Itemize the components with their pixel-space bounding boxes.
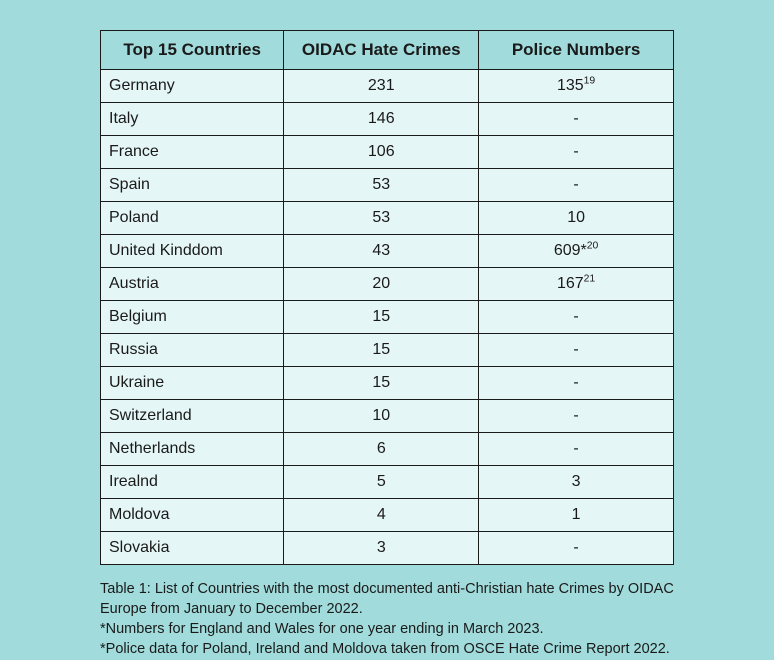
cell-police-numbers: 10: [479, 201, 674, 234]
table-row: Netherlands6 -: [101, 432, 674, 465]
cell-hate-crimes: 146: [284, 102, 479, 135]
table-row: Austria2016721: [101, 267, 674, 300]
cell-hate-crimes: 106: [284, 135, 479, 168]
cell-police-numbers: -: [479, 333, 674, 366]
cell-hate-crimes: 20: [284, 267, 479, 300]
police-value: -: [573, 110, 578, 127]
cell-police-numbers: 13519: [479, 69, 674, 102]
cell-police-numbers: 609*20: [479, 234, 674, 267]
cell-country: Poland: [101, 201, 284, 234]
table-row: Germany23113519: [101, 69, 674, 102]
cell-country: Moldova: [101, 498, 284, 531]
police-superscript: 20: [587, 240, 599, 251]
cell-police-numbers: -: [479, 300, 674, 333]
police-value: -: [573, 176, 578, 193]
cell-hate-crimes: 3: [284, 531, 479, 564]
cell-country: Belgium: [101, 300, 284, 333]
police-superscript: 21: [584, 273, 596, 284]
cell-country: Irealnd: [101, 465, 284, 498]
cell-hate-crimes: 43: [284, 234, 479, 267]
cell-police-numbers: -: [479, 399, 674, 432]
police-value: 3: [572, 473, 581, 490]
cell-police-numbers: 16721: [479, 267, 674, 300]
table-row: Moldova4 1: [101, 498, 674, 531]
cell-hate-crimes: 15: [284, 333, 479, 366]
cell-country: Switzerland: [101, 399, 284, 432]
table-row: Spain53 -: [101, 168, 674, 201]
hate-crimes-table: Top 15 Countries OIDAC Hate Crimes Polic…: [100, 30, 674, 565]
caption-line-1: Table 1: List of Countries with the most…: [100, 579, 674, 620]
police-value: -: [573, 341, 578, 358]
col-police-numbers: Police Numbers: [479, 31, 674, 70]
cell-police-numbers: -: [479, 102, 674, 135]
cell-country: Slovakia: [101, 531, 284, 564]
police-value: -: [573, 407, 578, 424]
caption-line-2: *Numbers for England and Wales for one y…: [100, 619, 674, 639]
police-value: -: [573, 143, 578, 160]
cell-police-numbers: -: [479, 531, 674, 564]
cell-country: Germany: [101, 69, 284, 102]
cell-police-numbers: -: [479, 366, 674, 399]
cell-hate-crimes: 6: [284, 432, 479, 465]
cell-country: Italy: [101, 102, 284, 135]
table-row: Irealnd5 3: [101, 465, 674, 498]
cell-country: France: [101, 135, 284, 168]
table-body: Germany23113519Italy146-France106-Spain5…: [101, 69, 674, 564]
cell-hate-crimes: 15: [284, 366, 479, 399]
cell-police-numbers: -: [479, 432, 674, 465]
cell-hate-crimes: 4: [284, 498, 479, 531]
table-wrapper: Top 15 Countries OIDAC Hate Crimes Polic…: [100, 30, 674, 660]
col-countries: Top 15 Countries: [101, 31, 284, 70]
police-value: 1: [572, 506, 581, 523]
police-value: 167: [557, 275, 584, 292]
caption-line-3: *Police data for Poland, Ireland and Mol…: [100, 639, 674, 659]
cell-police-numbers: 1: [479, 498, 674, 531]
cell-police-numbers: 3: [479, 465, 674, 498]
cell-hate-crimes: 15: [284, 300, 479, 333]
cell-police-numbers: -: [479, 168, 674, 201]
police-superscript: 19: [584, 75, 596, 86]
table-row: Poland53 10: [101, 201, 674, 234]
cell-country: Ukraine: [101, 366, 284, 399]
police-value: -: [573, 440, 578, 457]
table-caption: Table 1: List of Countries with the most…: [100, 579, 674, 660]
cell-hate-crimes: 53: [284, 201, 479, 234]
table-row: Ukraine15 -: [101, 366, 674, 399]
cell-country: Austria: [101, 267, 284, 300]
cell-country: Russia: [101, 333, 284, 366]
cell-country: United Kinddom: [101, 234, 284, 267]
table-row: France106 -: [101, 135, 674, 168]
cell-country: Netherlands: [101, 432, 284, 465]
table-row: Belgium15 -: [101, 300, 674, 333]
table-row: Slovakia3 -: [101, 531, 674, 564]
cell-hate-crimes: 10: [284, 399, 479, 432]
col-hate-crimes: OIDAC Hate Crimes: [284, 31, 479, 70]
police-value: -: [573, 308, 578, 325]
police-value: -: [573, 374, 578, 391]
police-value: -: [573, 539, 578, 556]
table-row: Russia15 -: [101, 333, 674, 366]
cell-hate-crimes: 5: [284, 465, 479, 498]
police-value: 609*: [554, 242, 587, 259]
cell-hate-crimes: 231: [284, 69, 479, 102]
table-row: Italy146 -: [101, 102, 674, 135]
table-header-row: Top 15 Countries OIDAC Hate Crimes Polic…: [101, 31, 674, 70]
table-row: Switzerland10 -: [101, 399, 674, 432]
cell-police-numbers: -: [479, 135, 674, 168]
police-value: 10: [567, 209, 585, 226]
table-row: United Kinddom43609*20: [101, 234, 674, 267]
cell-country: Spain: [101, 168, 284, 201]
police-value: 135: [557, 77, 584, 94]
cell-hate-crimes: 53: [284, 168, 479, 201]
